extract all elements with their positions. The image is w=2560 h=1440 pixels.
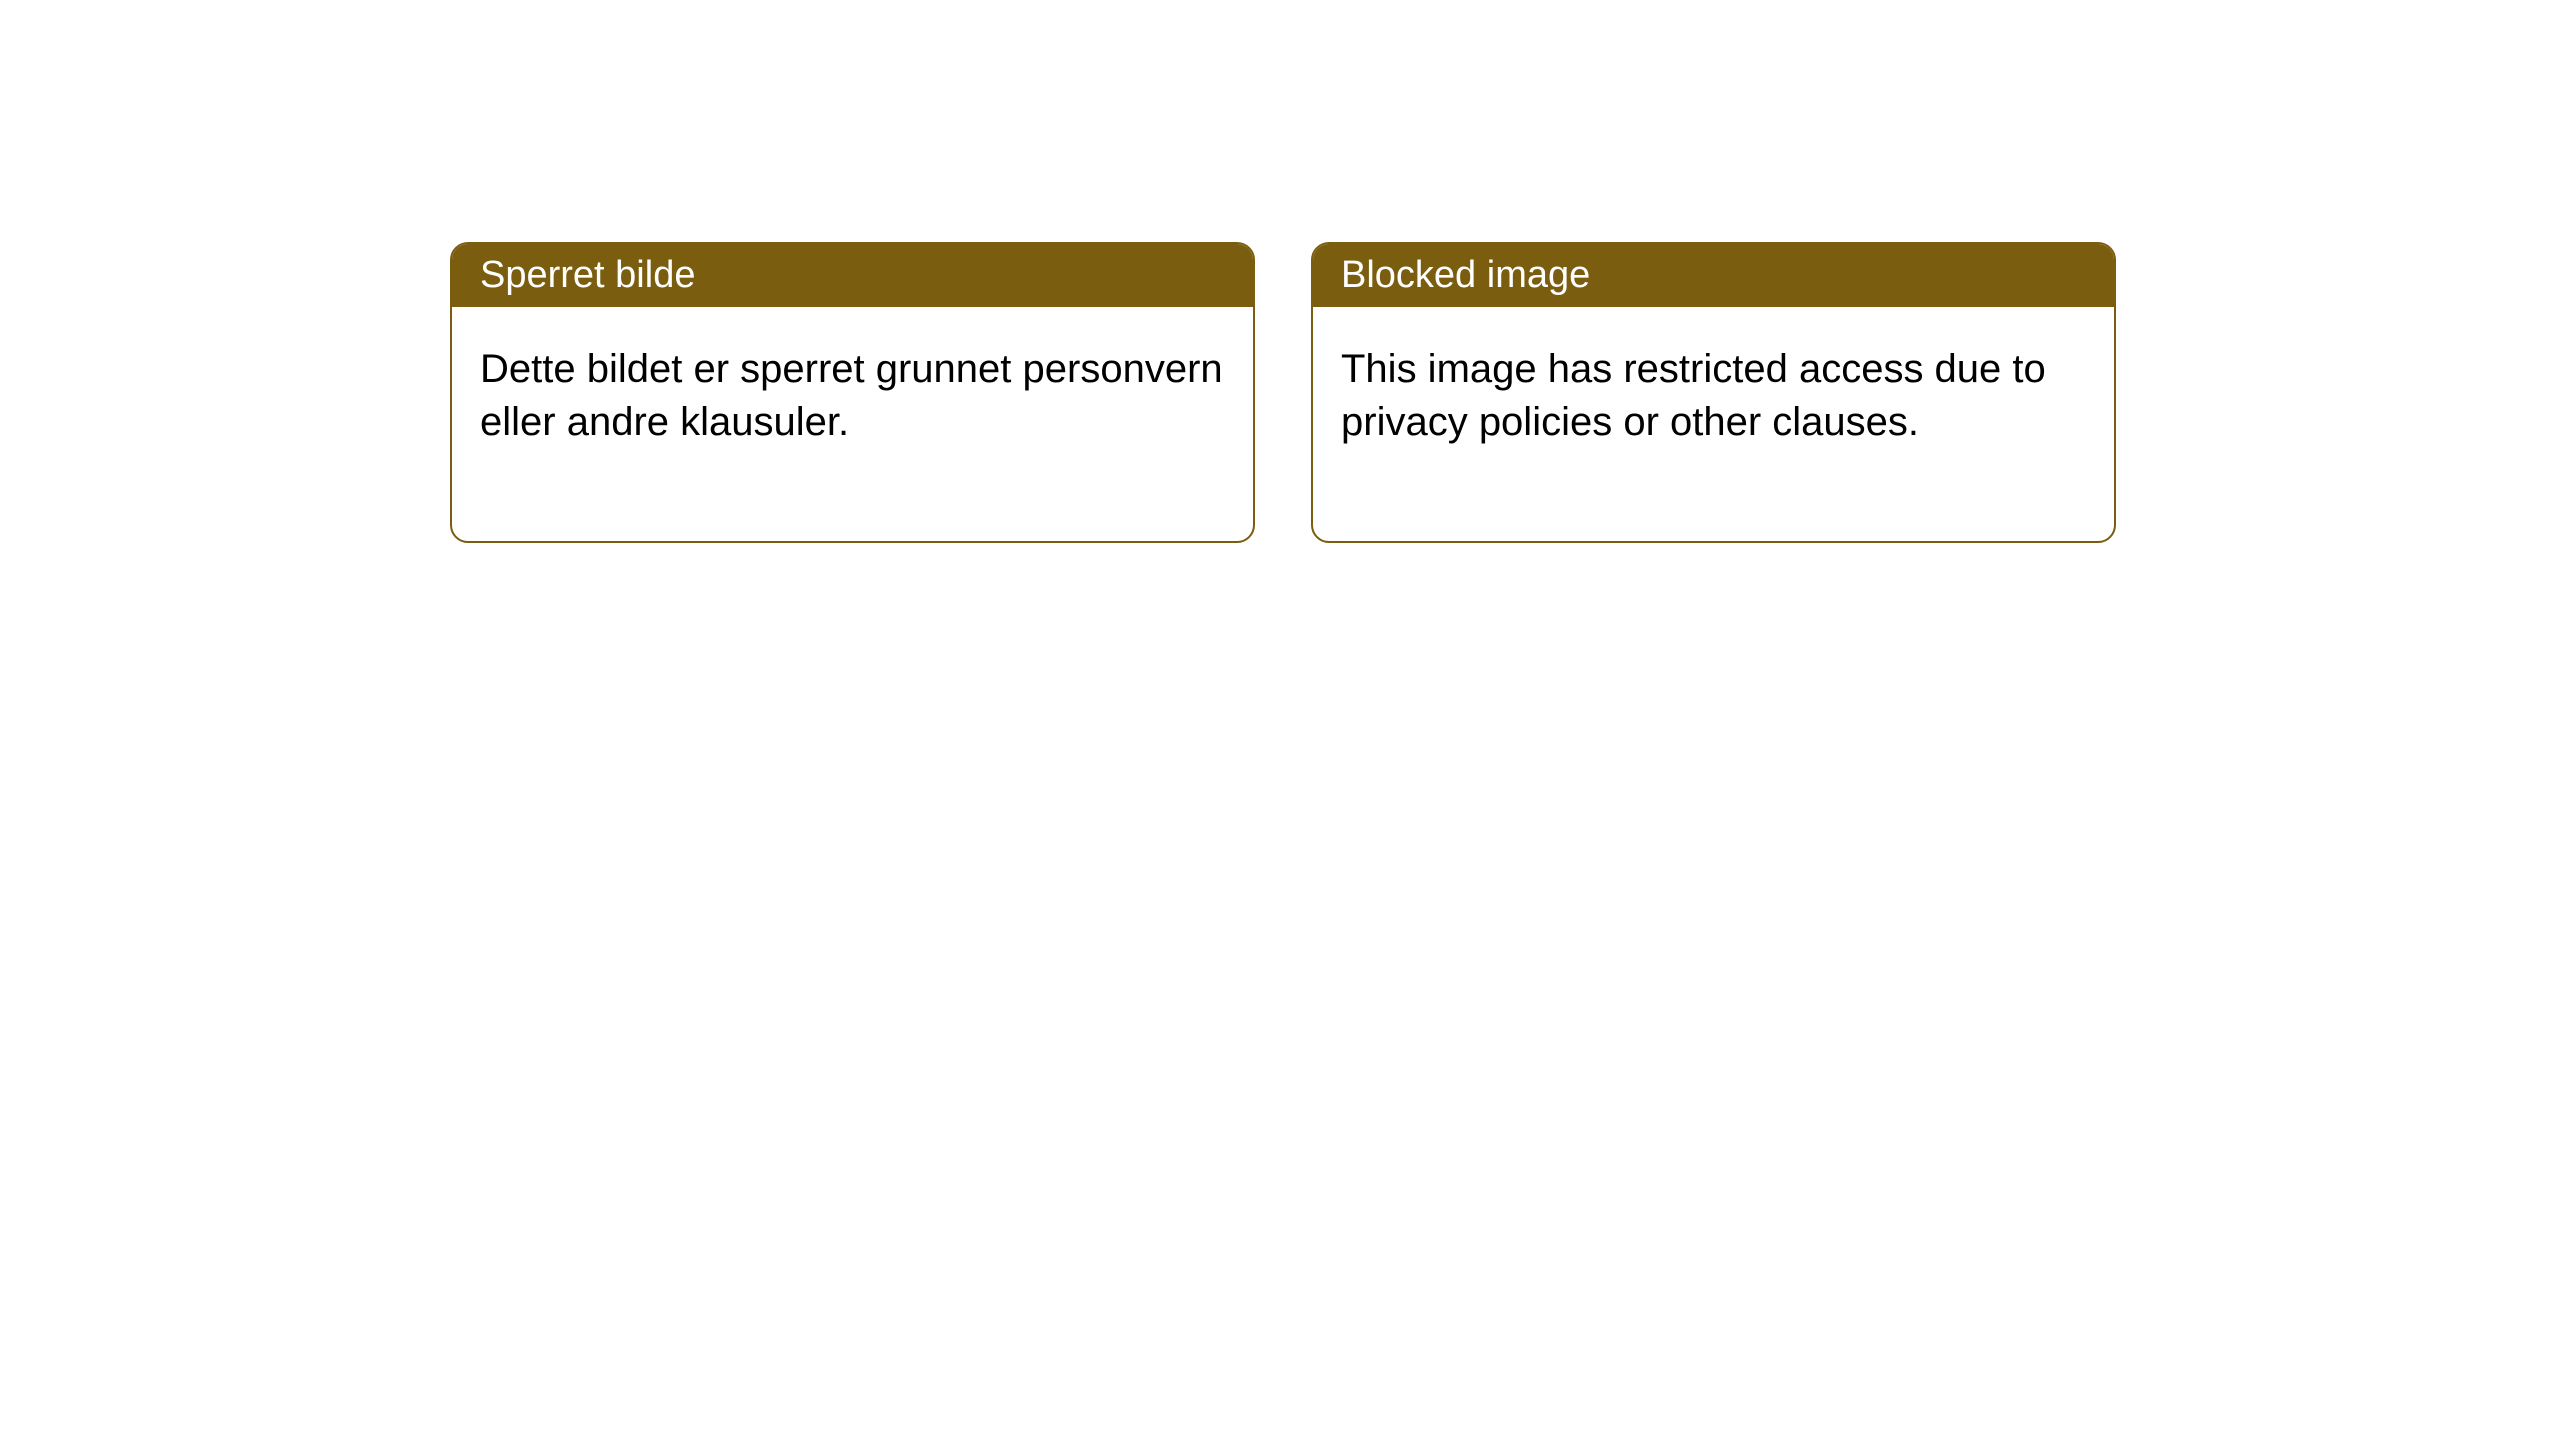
card-title: Sperret bilde <box>480 254 695 296</box>
card-body: Dette bildet er sperret grunnet personve… <box>452 307 1253 541</box>
blocked-image-card-en: Blocked image This image has restricted … <box>1311 242 2116 543</box>
card-body-text: This image has restricted access due to … <box>1341 347 2046 444</box>
blocked-image-card-no: Sperret bilde Dette bildet er sperret gr… <box>450 242 1255 543</box>
notice-container: Sperret bilde Dette bildet er sperret gr… <box>0 0 2560 543</box>
card-title: Blocked image <box>1341 254 1590 296</box>
card-header: Sperret bilde <box>452 244 1253 307</box>
card-body: This image has restricted access due to … <box>1313 307 2114 541</box>
card-body-text: Dette bildet er sperret grunnet personve… <box>480 347 1223 444</box>
card-header: Blocked image <box>1313 244 2114 307</box>
